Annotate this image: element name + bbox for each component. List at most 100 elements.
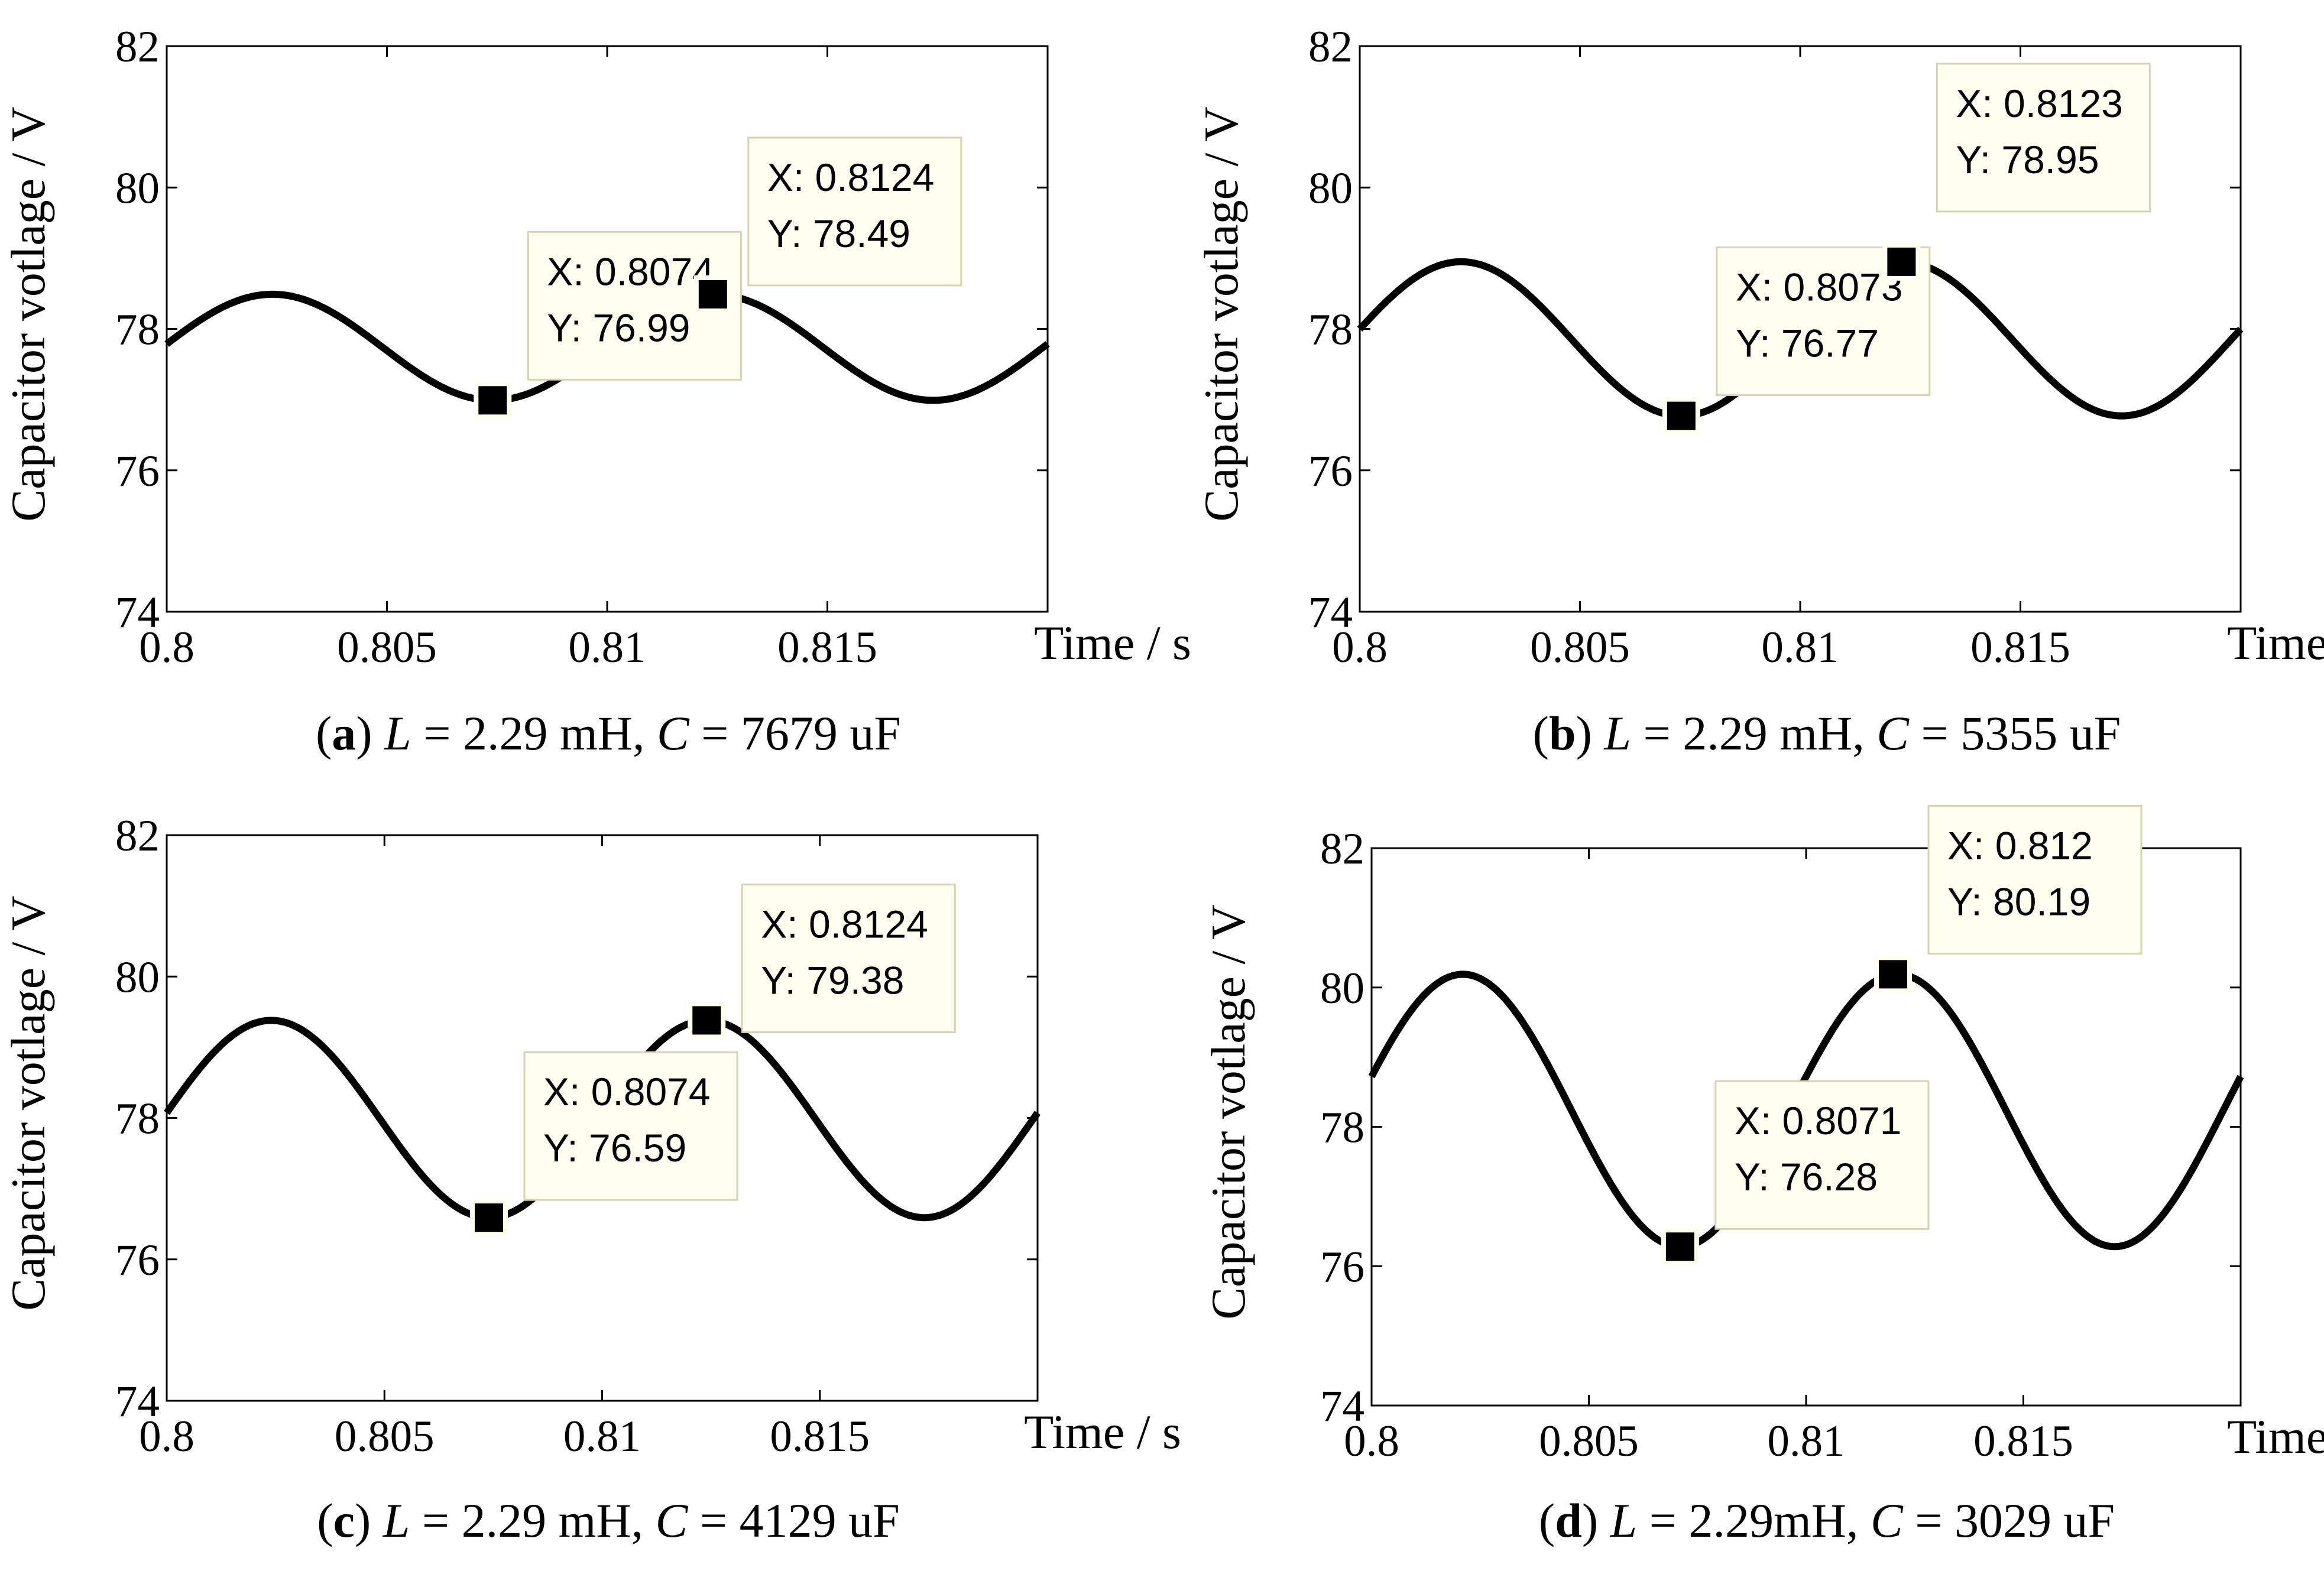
datatip[interactable]: X: 0.8124 Y: 79.38 (688, 883, 956, 1040)
subplot-caption: (a) L = 2.29 mH, C = 7679 uF (316, 706, 901, 760)
y-axis-label: Capacitor votlage / V (1, 895, 55, 1310)
subplot-c: 74 76 78 80 82 0.8 0.805 0.81 0.815 Time / s Capac… (1, 812, 1181, 1547)
datatip-marker[interactable] (692, 1006, 721, 1035)
subplot-b: 74 76 78 80 82 0.8 0.805 0.81 0.815 Time / s Capac… (1194, 22, 2324, 760)
caption-part: = 2.29 mH, (411, 706, 657, 760)
x-axis-label: Time / s (2227, 616, 2324, 670)
caption-part: ) (1582, 1494, 1610, 1547)
x-axis-label: Time / s (1034, 616, 1191, 670)
datatip-x-text: X: 0.8074 (547, 249, 714, 293)
x-tick-label: 0.8 (1344, 1417, 1399, 1466)
datatip-x-text: X: 0.8124 (767, 155, 935, 199)
datatip-x-text: X: 0.8073 (1736, 265, 1903, 309)
datatip-marker[interactable] (1667, 401, 1696, 430)
datatip-marker[interactable] (1879, 960, 1907, 989)
caption-part: L (1603, 706, 1631, 760)
datatip-y-text: Y: 78.49 (767, 212, 910, 255)
subplot-caption: (d) L = 2.29mH, C = 3029 uF (1539, 1494, 2115, 1547)
caption-part: L (384, 706, 411, 760)
caption-part: ) (356, 706, 384, 760)
x-tick-label: 0.81 (1767, 1417, 1845, 1466)
datatip-marker[interactable] (475, 1203, 504, 1232)
caption-part: d (1555, 1494, 1582, 1547)
y-tick-label: 78 (115, 306, 160, 355)
datatip-box (741, 883, 956, 1033)
y-tick-label: 78 (115, 1095, 160, 1144)
y-tick-label: 76 (115, 447, 160, 496)
x-axis-label: Time / s (1024, 1405, 1181, 1459)
datatip-y-text: Y: 76.28 (1735, 1155, 1878, 1199)
x-tick-label: 0.8 (1332, 623, 1388, 672)
datatip-x-text: X: 0.8124 (761, 902, 928, 946)
caption-part: = 2.29 mH, (410, 1494, 655, 1547)
y-tick-label: 82 (1320, 825, 1364, 874)
datatip-marker[interactable] (478, 386, 507, 415)
y-tick-label: 80 (1320, 964, 1364, 1013)
x-tick-label: 0.815 (1973, 1417, 2073, 1466)
caption-part: C (656, 1494, 689, 1547)
x-tick-label: 0.81 (563, 1412, 641, 1461)
y-axis-label: Capacitor votlage / V (1201, 904, 1255, 1319)
y-tick-label: 74 (115, 1377, 160, 1426)
caption-part: ( (317, 1494, 333, 1547)
y-tick-label: 74 (1320, 1382, 1364, 1431)
datatip-box (1927, 804, 2143, 955)
y-tick-label: 82 (115, 812, 160, 861)
datatip-x-text: X: 0.812 (1947, 823, 2093, 867)
y-tick-label: 76 (1320, 1242, 1364, 1291)
caption-part: = 2.29mH, (1637, 1494, 1871, 1547)
datatip[interactable]: X: 0.8071 Y: 76.28 (1661, 1080, 1930, 1266)
datatip-y-text: Y: 78.95 (1956, 138, 2099, 181)
y-tick-label: 82 (1308, 22, 1353, 72)
datatip-marker[interactable] (698, 280, 727, 309)
y-tick-label: 74 (1308, 588, 1353, 637)
datatip-x-text: X: 0.8123 (1956, 82, 2123, 125)
caption-part: C (1876, 706, 1910, 760)
datatip[interactable]: X: 0.8074 Y: 76.59 (470, 1051, 738, 1237)
x-tick-label: 0.815 (770, 1412, 870, 1461)
datatip-box (523, 1051, 738, 1201)
y-tick-label: 82 (115, 22, 160, 72)
datatip-marker[interactable] (1665, 1232, 1694, 1261)
datatip[interactable]: X: 0.8123 Y: 78.95 (1882, 63, 2151, 281)
caption-part: L (383, 1494, 410, 1547)
x-tick-label: 0.805 (335, 1412, 435, 1461)
subplot-caption: (b) L = 2.29 mH, C = 5355 uF (1533, 706, 2121, 760)
subplot-d: 74 76 78 80 82 0.8 0.805 0.81 0.815 Time / s Capac… (1201, 804, 2324, 1547)
caption-part: C (657, 706, 690, 760)
x-tick-label: 0.8 (139, 623, 195, 672)
caption-part: ) (355, 1494, 383, 1547)
y-tick-label: 78 (1320, 1103, 1364, 1153)
x-tick-label: 0.805 (1530, 623, 1630, 672)
caption-part: ( (1533, 706, 1549, 760)
datatip-y-text: Y: 76.99 (547, 306, 690, 349)
y-tick-label: 80 (115, 164, 160, 213)
caption-part: c (333, 1494, 355, 1547)
subplot-caption: (c) L = 2.29 mH, C = 4129 uF (317, 1494, 899, 1547)
caption-part: ( (1539, 1494, 1555, 1547)
datatip-box (1936, 63, 2151, 213)
x-tick-label: 0.8 (139, 1412, 195, 1461)
x-tick-label: 0.815 (1970, 623, 2070, 672)
x-tick-label: 0.81 (1761, 623, 1839, 672)
datatip[interactable]: X: 0.812 Y: 80.19 (1874, 804, 2143, 994)
datatip-box (1714, 1080, 1930, 1230)
x-tick-label: 0.815 (777, 623, 877, 672)
x-tick-label: 0.81 (568, 623, 646, 672)
caption-part: b (1549, 706, 1576, 760)
datatip-y-text: Y: 76.59 (543, 1126, 686, 1170)
y-tick-label: 76 (1308, 447, 1353, 496)
datatip-y-text: Y: 79.38 (761, 958, 904, 1002)
caption-part: ( (316, 706, 332, 760)
caption-part: = 7679 uF (689, 706, 901, 760)
datatip-y-text: Y: 80.19 (1947, 879, 2090, 923)
datatip-marker[interactable] (1887, 247, 1916, 276)
caption-part: = 2.29 mH, (1631, 706, 1876, 760)
caption-part: = 3029 uF (1903, 1494, 2115, 1547)
caption-part: a (332, 706, 356, 760)
datatip-x-text: X: 0.8074 (543, 1070, 711, 1114)
datatip[interactable]: X: 0.8124 Y: 78.49 (693, 137, 962, 313)
x-tick-label: 0.805 (337, 623, 437, 672)
caption-part: = 5355 uF (1909, 706, 2121, 760)
